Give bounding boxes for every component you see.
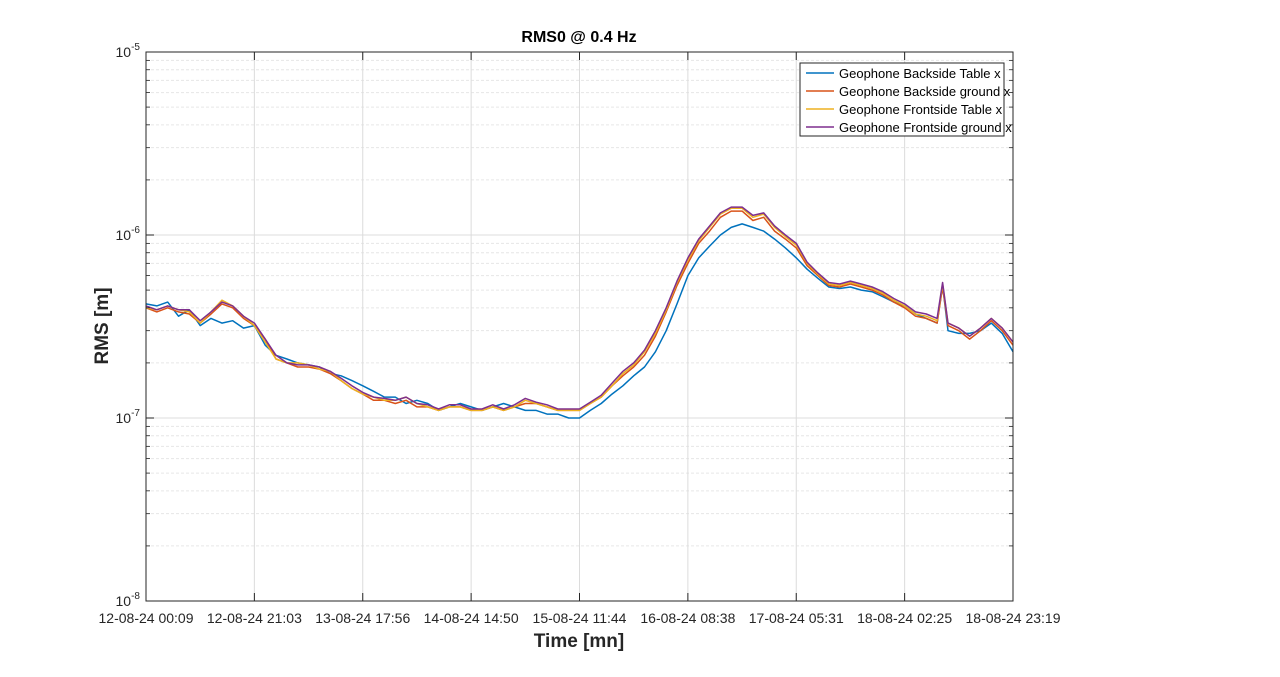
x-tick-label: 13-08-24 17:56 <box>315 610 410 626</box>
legend-label: Geophone Backside ground x <box>839 84 1011 99</box>
legend: Geophone Backside Table x Geophone Backsi… <box>799 62 1012 137</box>
x-tick-label: 18-08-24 23:19 <box>966 610 1061 626</box>
y-axis-label: RMS [m] <box>92 287 113 364</box>
y-tick-label: 10-5 <box>116 42 141 60</box>
series-line-4 <box>145 206 1014 410</box>
x-tick-label: 15-08-24 11:44 <box>533 610 627 626</box>
x-tick-label: 17-08-24 05:31 <box>749 610 844 626</box>
series-line-1 <box>145 223 1014 419</box>
y-tick-label: 10-7 <box>116 408 141 426</box>
series-line-3 <box>145 207 1014 412</box>
ticks-layer: 10-5 10-6 10-7 10-812-08-24 00:09 12-08-24 2… <box>99 42 1061 626</box>
x-tick-label: 12-08-24 21:03 <box>207 610 302 626</box>
x-tick-label: 16-08-24 08:38 <box>640 610 735 626</box>
y-tick-label: 10-8 <box>116 591 141 609</box>
legend-label: Geophone Backside Table x <box>839 66 1001 81</box>
x-tick-label: 12-08-24 00:09 <box>99 610 194 626</box>
x-tick-label: 18-08-24 02:25 <box>857 610 952 626</box>
x-tick-label: 14-08-24 14:50 <box>424 610 519 626</box>
legend-label: Geophone Frontside Table x <box>839 102 1003 117</box>
x-axis-label: Time [mn] <box>534 631 624 652</box>
legend-box <box>799 62 1005 137</box>
y-tick-label: 10-6 <box>116 225 141 243</box>
legend-label: Geophone Frontside ground x <box>839 120 1012 135</box>
chart-title: RMS0 @ 0.4 Hz <box>521 29 636 46</box>
series-layer <box>145 206 1014 419</box>
